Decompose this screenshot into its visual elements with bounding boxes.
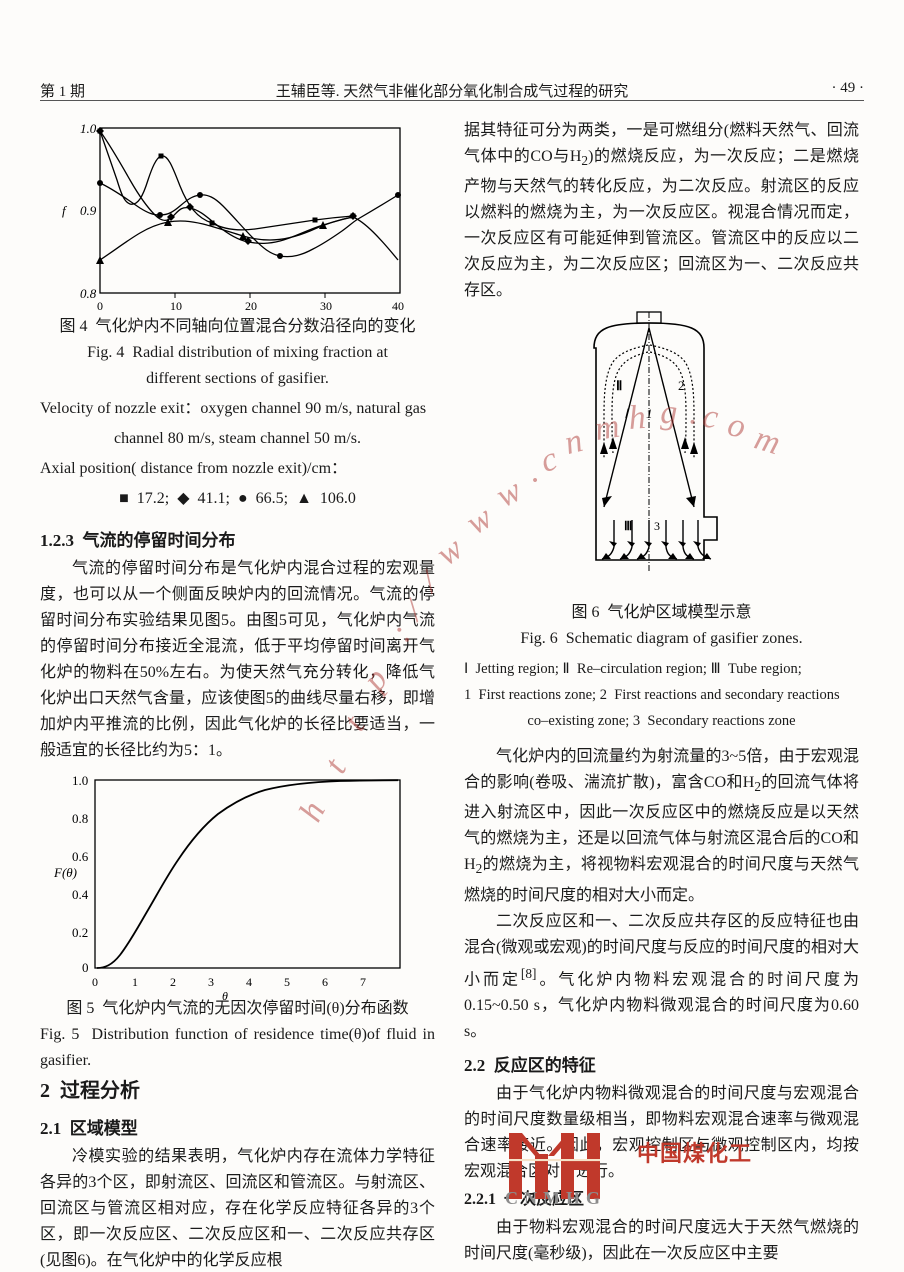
svg-text:0: 0 [97,299,103,310]
svg-text:1.0: 1.0 [80,121,97,136]
svg-text:1: 1 [646,406,653,421]
svg-text:0.2: 0.2 [72,925,88,940]
svg-text:f: f [62,203,68,218]
svg-text:20: 20 [245,299,257,310]
svg-text:0.8: 0.8 [80,286,97,301]
svg-text:2: 2 [170,975,176,989]
svg-text:0: 0 [92,975,98,989]
svg-text:0: 0 [82,960,89,975]
svg-text:0.8: 0.8 [72,811,88,826]
svg-text:7: 7 [360,975,366,989]
svg-text:2: 2 [678,378,685,393]
svg-text:10: 10 [170,299,182,310]
svg-text:Ⅲ: Ⅲ [624,519,632,533]
svg-text:40: 40 [392,299,404,310]
svg-text:1.0: 1.0 [72,773,88,788]
svg-text:0.4: 0.4 [72,887,89,902]
svg-text:4: 4 [246,975,252,989]
svg-text:0.6: 0.6 [72,849,89,864]
svg-text:5: 5 [284,975,290,989]
svg-text:30: 30 [320,299,332,310]
svg-text:3: 3 [208,975,214,989]
svg-text:1: 1 [132,975,138,989]
svg-text:6: 6 [322,975,328,989]
svg-text:F(θ): F(θ) [53,865,77,880]
svg-text:3: 3 [654,519,660,533]
svg-text:0.9: 0.9 [80,203,97,218]
svg-text:Ⅱ: Ⅱ [616,378,622,393]
svg-text:θ: θ [222,989,228,1002]
